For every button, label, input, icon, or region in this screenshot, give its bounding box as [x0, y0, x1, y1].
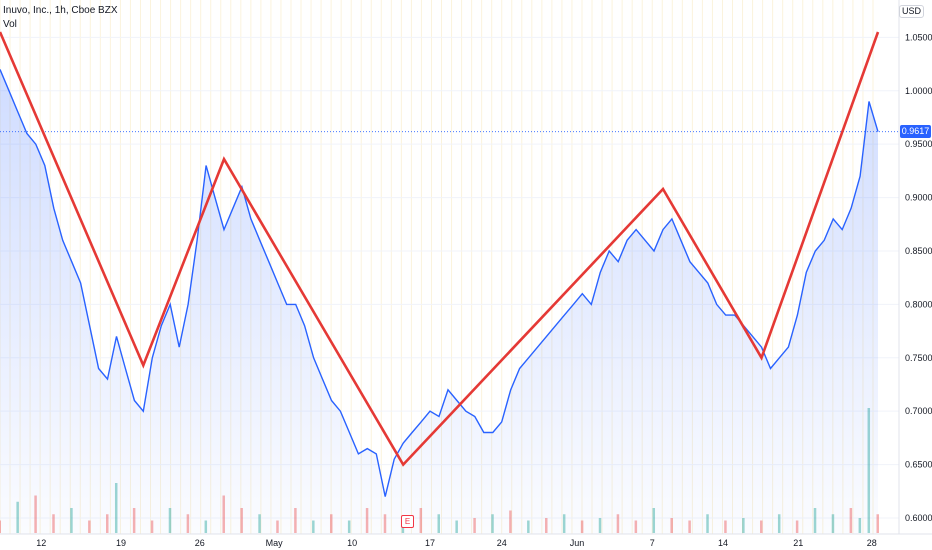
- price-tick-label: 0.8000: [905, 299, 932, 309]
- time-tick-label: 26: [195, 538, 205, 548]
- time-tick-label: 12: [36, 538, 46, 548]
- time-tick-label: May: [266, 538, 284, 548]
- currency-label[interactable]: USD: [898, 5, 924, 18]
- price-tick-label: 0.9500: [905, 139, 932, 149]
- time-tick-label: 10: [347, 538, 357, 548]
- price-tick-label: 1.0500: [905, 32, 932, 42]
- time-tick-label: 24: [497, 538, 507, 548]
- price-tick-label: 0.9000: [905, 193, 932, 203]
- time-tick-label: 7: [650, 538, 655, 548]
- price-tick-label: 0.7000: [905, 406, 932, 416]
- time-tick-label: 28: [867, 538, 877, 548]
- time-tick-label: 21: [793, 538, 803, 548]
- time-tick-label: 19: [116, 538, 126, 548]
- price-tick-label: 0.8500: [905, 246, 932, 256]
- price-area: [0, 69, 878, 535]
- time-axis: 12 19 26 May 10 17 24 Jun 7 14 21 28: [36, 538, 877, 548]
- earnings-marker[interactable]: E: [401, 515, 414, 528]
- volume-legend[interactable]: Vol: [3, 19, 17, 30]
- last-price-tag: 0.9617: [900, 124, 931, 138]
- price-axis: 1.0500 1.0000 0.9500 0.9000 0.8500 0.8000 0.75…: [905, 32, 932, 523]
- price-tick-label: 0.6500: [905, 460, 932, 470]
- time-tick-label: 14: [718, 538, 728, 548]
- symbol-title[interactable]: Inuvo, Inc., 1h, Cboe BZX: [3, 5, 118, 16]
- time-tick-label: 17: [425, 538, 435, 548]
- pattern-line: [0, 31, 880, 467]
- price-tick-label: 0.7500: [905, 353, 932, 363]
- price-line: [0, 69, 879, 497]
- time-tick-label: Jun: [570, 538, 585, 548]
- price-tick-label: 0.6000: [905, 513, 932, 523]
- price-tick-label: 1.0000: [905, 86, 932, 96]
